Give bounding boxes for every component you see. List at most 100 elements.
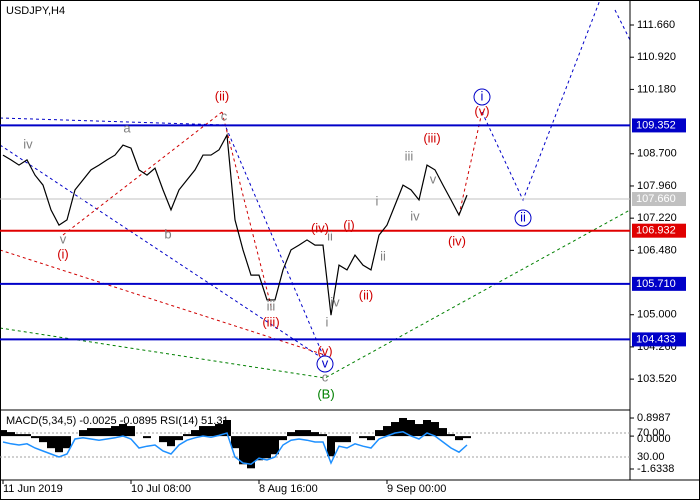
macd-bar [383, 426, 391, 437]
level-box [632, 223, 686, 238]
y-tick-label: 105.000 [637, 309, 677, 321]
x-tick-label: 10 Jul 08:00 [131, 483, 191, 495]
macd-bar [103, 428, 111, 437]
y2-tick-label: 70.00 [637, 427, 665, 439]
wave-label: (iv) [311, 220, 329, 235]
wave-label: (iii) [262, 314, 279, 329]
macd-bar [255, 436, 263, 461]
wave-label: v [430, 171, 437, 186]
y-tick-label: 0.8987 [637, 412, 671, 424]
y-tick-label: 107.220 [637, 212, 677, 224]
macd-bar [359, 436, 367, 439]
macd-bar [183, 434, 191, 437]
wave-label: i [481, 88, 484, 103]
price-line [2, 133, 468, 316]
wave-label: i [376, 193, 379, 208]
wave-label: (ii) [359, 287, 373, 302]
macd-bar [447, 434, 455, 437]
macd-bar [143, 436, 151, 439]
macd-bar [31, 436, 39, 439]
macd-bar [175, 436, 183, 441]
wave-circle [473, 88, 491, 106]
macd-bar [87, 428, 95, 437]
wave-label: iv [330, 294, 340, 309]
y-tick-label: 110.920 [637, 51, 676, 63]
macd-bar [375, 430, 383, 437]
level-label: 109.352 [636, 119, 676, 131]
wave-label: (iii) [423, 130, 440, 145]
macd-bar [55, 436, 63, 453]
wave-label: a [123, 120, 131, 135]
macd-bar [335, 436, 343, 443]
wave-circle [316, 355, 334, 373]
macd-bar [303, 430, 311, 437]
wave-label: (i) [57, 246, 69, 261]
macd-bar [247, 436, 255, 469]
macd-bar [207, 426, 215, 437]
level-label: 107.660 [636, 193, 676, 205]
x-tick-label: 11 Jun 2019 [3, 483, 63, 495]
macd-bar [23, 434, 31, 437]
wave-label: (v) [317, 343, 332, 358]
macd-bar [231, 436, 239, 449]
macd-bar [47, 436, 55, 449]
macd-bar [439, 428, 447, 437]
wave-line [0, 144, 326, 361]
trend-line [0, 209, 631, 379]
macd-bar [263, 436, 271, 459]
wave-label: c [221, 108, 228, 123]
macd-bar [431, 422, 439, 437]
macd-bar [15, 434, 23, 437]
wave-circle [514, 209, 532, 227]
macd-bar [391, 422, 399, 437]
indicator-title: MACD(5,34,5) -0.0025 -0.0895 RSI(14) 51.… [6, 415, 229, 427]
macd-bar [423, 420, 431, 437]
level-box [632, 118, 686, 133]
macd-bar [311, 432, 319, 437]
macd-bar [463, 436, 471, 439]
level-box [632, 332, 686, 347]
macd-bar [0, 430, 7, 437]
macd-bar [287, 432, 295, 437]
macd-bar [111, 426, 119, 437]
macd-bar [191, 430, 199, 437]
macd-bar [119, 424, 127, 437]
wave-label: ii [327, 228, 333, 243]
wave-label: iv [410, 208, 420, 223]
macd-bar [319, 434, 327, 437]
wave-label: iv [23, 136, 33, 151]
wave-label: ii [520, 209, 526, 224]
macd-bar [127, 426, 135, 437]
chart-title: USDJPY,H4 [6, 5, 65, 17]
macd-bar [39, 436, 47, 443]
forecast-line [481, 0, 601, 202]
y-tick-label: 108.700 [637, 148, 677, 160]
level-box [632, 276, 686, 291]
wave-label: ii [380, 248, 386, 263]
macd-bar [327, 436, 335, 457]
macd-bar [279, 436, 287, 441]
macd-bar [399, 417, 407, 437]
wave-label: (i) [343, 217, 355, 232]
wave-label: (v) [474, 103, 489, 118]
macd-bar [271, 436, 279, 455]
macd-bar [239, 436, 247, 465]
wave-line [0, 249, 326, 356]
rsi-line [2, 431, 468, 465]
macd-bar [295, 430, 303, 437]
macd-bar [167, 436, 175, 447]
y-tick-label: 111.660 [637, 19, 675, 31]
wave-label: b [164, 226, 171, 241]
y-tick-label: 106.480 [637, 244, 677, 256]
wave-label: (ii) [215, 88, 229, 103]
wave-label: c [322, 369, 329, 384]
macd-bar [455, 436, 463, 441]
macd-bar [215, 424, 223, 437]
wave-label: iii [267, 298, 276, 313]
level-label: 104.433 [636, 333, 676, 345]
wave-label: i [326, 314, 329, 329]
wave-label: iii [405, 148, 414, 163]
y-tick-label: 110.180 [637, 83, 676, 95]
wave-label: (B) [317, 386, 334, 401]
